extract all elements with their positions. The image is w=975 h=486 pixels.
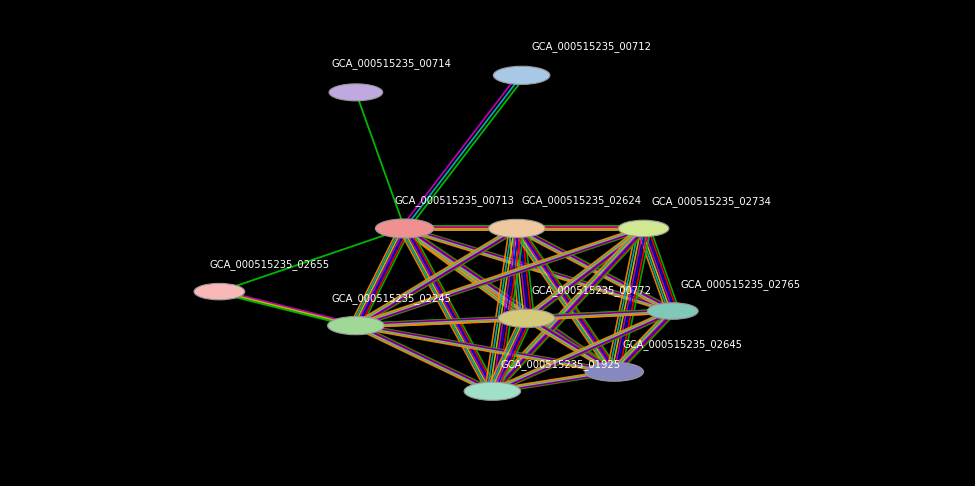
Ellipse shape [498, 309, 555, 328]
Ellipse shape [647, 303, 698, 319]
Text: GCA_000515235_02245: GCA_000515235_02245 [332, 293, 451, 304]
Text: GCA_000515235_02765: GCA_000515235_02765 [681, 279, 800, 290]
Text: GCA_000515235_00772: GCA_000515235_00772 [531, 286, 651, 296]
Ellipse shape [585, 363, 644, 381]
Ellipse shape [194, 283, 245, 300]
Ellipse shape [375, 219, 434, 238]
Ellipse shape [618, 220, 669, 237]
Text: GCA_000515235_02655: GCA_000515235_02655 [210, 259, 330, 270]
Ellipse shape [464, 382, 521, 400]
Text: GCA_000515235_02624: GCA_000515235_02624 [522, 195, 642, 206]
Text: GCA_000515235_00714: GCA_000515235_00714 [332, 58, 451, 69]
Text: GCA_000515235_00712: GCA_000515235_00712 [531, 41, 651, 52]
Ellipse shape [330, 84, 382, 101]
Ellipse shape [493, 66, 550, 85]
Text: GCA_000515235_02645: GCA_000515235_02645 [622, 340, 742, 350]
Text: GCA_000515235_00713: GCA_000515235_00713 [395, 195, 515, 206]
Ellipse shape [488, 219, 545, 238]
Text: GCA_000515235_01925: GCA_000515235_01925 [500, 359, 620, 370]
Text: GCA_000515235_02734: GCA_000515235_02734 [651, 196, 771, 207]
Ellipse shape [328, 316, 384, 335]
